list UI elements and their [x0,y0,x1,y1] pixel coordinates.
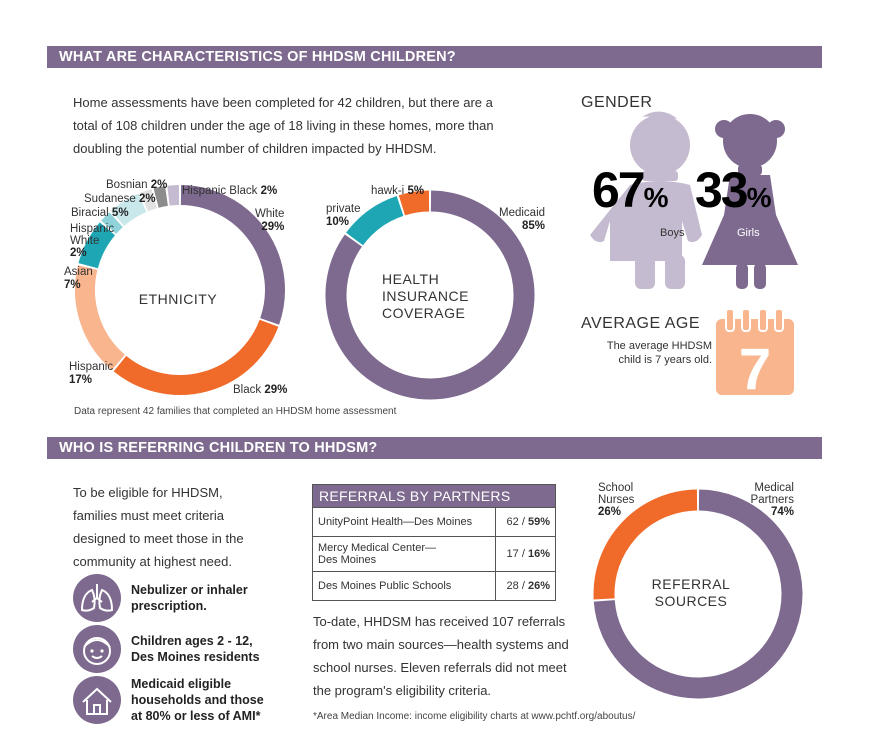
table-row: UnityPoint Health—Des Moines 62 / 59% [312,507,557,537]
label-hispanic-black: Hispanic Black 2% [182,185,278,197]
label-hispanic: Hispanic 17% [69,361,114,386]
boys-label: Boys [660,227,685,239]
label-hispanic-white: Hispanic White 2% [70,223,115,259]
partner-name: Des Moines Public Schools [312,571,496,601]
boy-silhouette-icon [590,111,702,289]
referrals-table: REFERRALS BY PARTNERS UnityPoint Health—… [312,484,557,601]
girls-label: Girls [737,227,760,239]
donut-slice-hispanic [75,265,126,370]
child-face-icon [73,625,121,673]
donut-slice-hawk-i [398,190,430,216]
average-age-text: The average HHDSM child is 7 years old. [606,340,712,366]
donut-slice-hispanic-black [167,185,180,206]
ethnicity-center-label: ETHNICITY [138,291,218,307]
donut-slice-asian [78,222,116,269]
intro-line: Home assessments have been completed for… [73,95,493,110]
calendar-icon: 7 [716,309,794,397]
partner-count: 17 / 16% [494,536,557,572]
label-black: Black 29% [233,384,288,396]
eligibility-line: To be eligible for HHDSM, [73,485,223,500]
average-age-title: AVERAGE AGE [581,315,701,332]
label-hawki: hawk-i 5% [371,185,425,197]
label-school-nurses: School Nurses 26% [598,482,635,518]
label-sudanese: Sudanese 2% [84,193,156,205]
gender-title: GENDER [581,94,653,111]
label-asian: Asian 7% [64,266,93,291]
lungs-icon [73,574,121,622]
referral-summary: To-date, HHDSM has received 107 referral… [313,610,613,702]
ami-footnote: *Area Median Income: income eligibility … [313,711,636,722]
label-medicaid: Medicaid 85% [499,207,546,232]
boys-percent: 67% [592,162,669,218]
donut-slice-school-nurses [593,489,698,600]
house-icon [73,676,121,724]
table-row: Des Moines Public Schools 28 / 26% [312,571,557,601]
section1-title: WHAT ARE CHARACTERISTICS OF HHDSM CHILDR… [59,49,456,65]
summary-line: school nurses. Eleven referrals did not … [313,660,567,675]
section2-banner: WHO IS REFERRING CHILDREN TO HHDSM? [47,437,822,459]
partner-count: 28 / 26% [494,571,557,601]
insurance-donut [325,190,535,400]
intro-paragraph: Home assessments have been completed for… [73,91,553,160]
summary-line: from two main sources—health systems and [313,637,569,652]
girls-percent: 33% [695,162,772,218]
criteria-item-nebulizer: Nebulizer or inhaler prescription. [73,574,293,624]
referral-donut [593,489,803,699]
eligibility-line: families must meet criteria [73,508,224,523]
criteria-item-children-ages: Children ages 2 - 12, Des Moines residen… [73,625,293,675]
children-silhouettes [590,111,798,289]
partner-name: Mercy Medical Center— Des Moines [312,536,496,572]
label-white: White 29% [255,208,285,233]
donut-slice-biracial [111,193,147,227]
donut-slice-sudanese [140,188,158,212]
eligibility-paragraph: To be eligible for HHDSM, families must … [73,481,293,573]
referrals-table-title: REFERRALS BY PARTNERS [312,484,556,508]
ethnicity-donut [75,185,285,395]
donut-slice-medical-partners [593,489,803,699]
section2-title: WHO IS REFERRING CHILDREN TO HHDSM? [59,440,378,456]
donut-slice-white [180,185,285,325]
summary-line: the program's eligibility criteria. [313,683,492,698]
criteria-item-medicaid: Medicaid eligible households and those a… [73,676,293,726]
referral-center-label: REFERRAL SOURCES [651,576,731,609]
label-private: private 10% [326,203,361,228]
eligibility-line: community at highest need. [73,554,232,569]
partner-name: UnityPoint Health—Des Moines [312,507,496,537]
donut-slice-hispanic-white [101,212,123,234]
partner-count: 62 / 59% [494,507,557,537]
summary-line: To-date, HHDSM has received 107 referral… [313,614,566,629]
data-footnote: Data represent 42 families that complete… [74,406,397,417]
girl-silhouette-icon [702,114,798,289]
label-bosnian: Bosnian 2% [106,179,168,191]
donut-slice-bosnian [153,186,169,208]
table-row: Mercy Medical Center— Des Moines 17 / 16% [312,536,557,572]
insurance-center-label: HEALTH INSURANCE COVERAGE [382,271,469,321]
label-medical-partners: Medical Partners 74% [750,482,794,518]
section1-banner: WHAT ARE CHARACTERISTICS OF HHDSM CHILDR… [47,46,822,68]
average-age-value: 7 [739,337,771,397]
intro-line: doubling the potential number of childre… [73,141,437,156]
intro-line: total of 108 children under the age of 1… [73,118,494,133]
eligibility-line: designed to meet those in the [73,531,244,546]
donut-slice-black [113,319,279,395]
label-biracial: Biracial 5% [71,207,129,219]
donut-slice-medicaid [325,190,535,400]
donut-slice-private [346,195,404,246]
